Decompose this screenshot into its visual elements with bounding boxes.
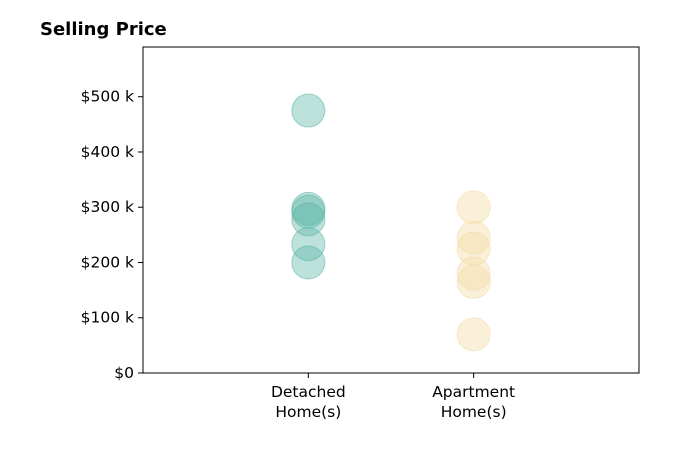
x-axis: Detached Home(s) Apartment Home(s) [271,373,515,421]
y-tick-label: $200 k [81,253,134,271]
data-point [291,227,326,262]
data-point [456,190,491,225]
data-point [456,264,491,299]
x-tick-label: Detached Home(s) [271,383,346,421]
plot-frame [142,46,640,374]
data-point [291,93,326,128]
data-point [456,220,491,255]
chart-title: Selling Price [40,19,167,40]
y-tick-label: $400 k [81,143,134,161]
data-point [291,202,326,237]
y-tick-label: $500 k [81,88,134,106]
data-point [456,256,491,291]
y-tick-label: $0 [114,364,134,382]
y-tick-label: $300 k [81,198,134,216]
y-tick-label: $100 k [81,309,134,327]
data-point [291,245,326,280]
points-layer [291,93,491,352]
y-axis: $0 $100 k $200 k $300 k $400 k $500 k [81,88,143,382]
data-point [456,317,491,352]
x-tick-label: Apartment Home(s) [432,383,515,421]
